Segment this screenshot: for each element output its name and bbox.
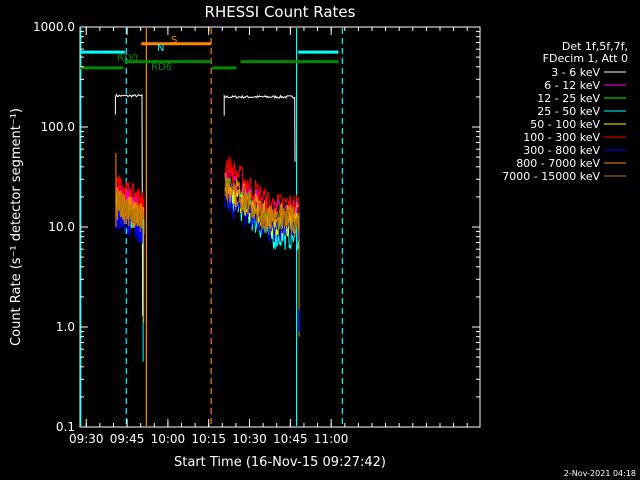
series-line-5-1 — [224, 156, 300, 218]
x-tick-label: 09:30 — [69, 432, 104, 446]
timestamp: 2-Nov-2021 04:18 — [563, 469, 636, 478]
series-lines — [114, 93, 301, 362]
chart-title: RHESSI Count Rates — [205, 3, 356, 21]
y-tick-label: 10.0 — [48, 220, 75, 234]
series-line-8-1 — [224, 177, 300, 238]
legend-label-8: 7000 - 15000 keV — [502, 170, 600, 183]
flag-label-rd0: RD0 — [117, 53, 138, 64]
x-axis-label: Start Time (16-Nov-15 09:27:42) — [174, 455, 386, 470]
x-tick-label: 10:15 — [191, 432, 226, 446]
y-axis-ticks: 1000.0 100.0 10.0 1.0 0.1 — [33, 20, 480, 434]
legend-label-2: 12 - 25 keV — [537, 92, 600, 105]
series-line-3-6kev-0 — [114, 93, 144, 316]
x-tick-label: 10:30 — [232, 432, 267, 446]
y-tick-label: 1000.0 — [33, 20, 75, 34]
x-tick-label: 10:45 — [273, 432, 308, 446]
legend-label-3: 25 - 50 keV — [537, 105, 600, 118]
y-tick-label: 100.0 — [41, 120, 75, 134]
flag-label-s: S — [171, 35, 177, 46]
legend-label-4: 50 - 100 keV — [530, 118, 600, 131]
y-tick-label: 0.1 — [56, 420, 75, 434]
legend-header-1: FDecim 1, Att 0 — [543, 52, 628, 65]
legend-label-0: 3 - 6 keV — [551, 66, 600, 79]
x-axis-ticks: 09:30 09:45 10:00 10:15 10:30 10:45 11:00 — [69, 27, 468, 446]
flag-bars: NS RD0 RD6 — [80, 35, 339, 73]
legend-label-1: 6 - 12 keV — [544, 79, 600, 92]
legend-label-5: 100 - 300 keV — [523, 131, 600, 144]
x-tick-label: 10:00 — [151, 432, 186, 446]
flag-label-rd6: RD6 — [151, 62, 172, 73]
legend-label-6: 300 - 800 keV — [523, 144, 600, 157]
x-tick-label: 09:45 — [110, 432, 145, 446]
series-line-3-6kev-1 — [223, 94, 296, 162]
legend-header-0: Det 1f,5f,7f, — [562, 40, 628, 53]
series-line-8-0 — [115, 190, 145, 237]
series-line-7-1 — [224, 172, 299, 230]
legend-label-7: 800 - 7000 keV — [516, 157, 600, 170]
y-tick-label: 1.0 — [56, 320, 75, 334]
flag-label-n: N — [157, 43, 164, 54]
y-axis-label: Count Rate (s⁻¹ detector segment⁻¹) — [9, 108, 24, 346]
x-tick-label: 11:00 — [314, 432, 349, 446]
